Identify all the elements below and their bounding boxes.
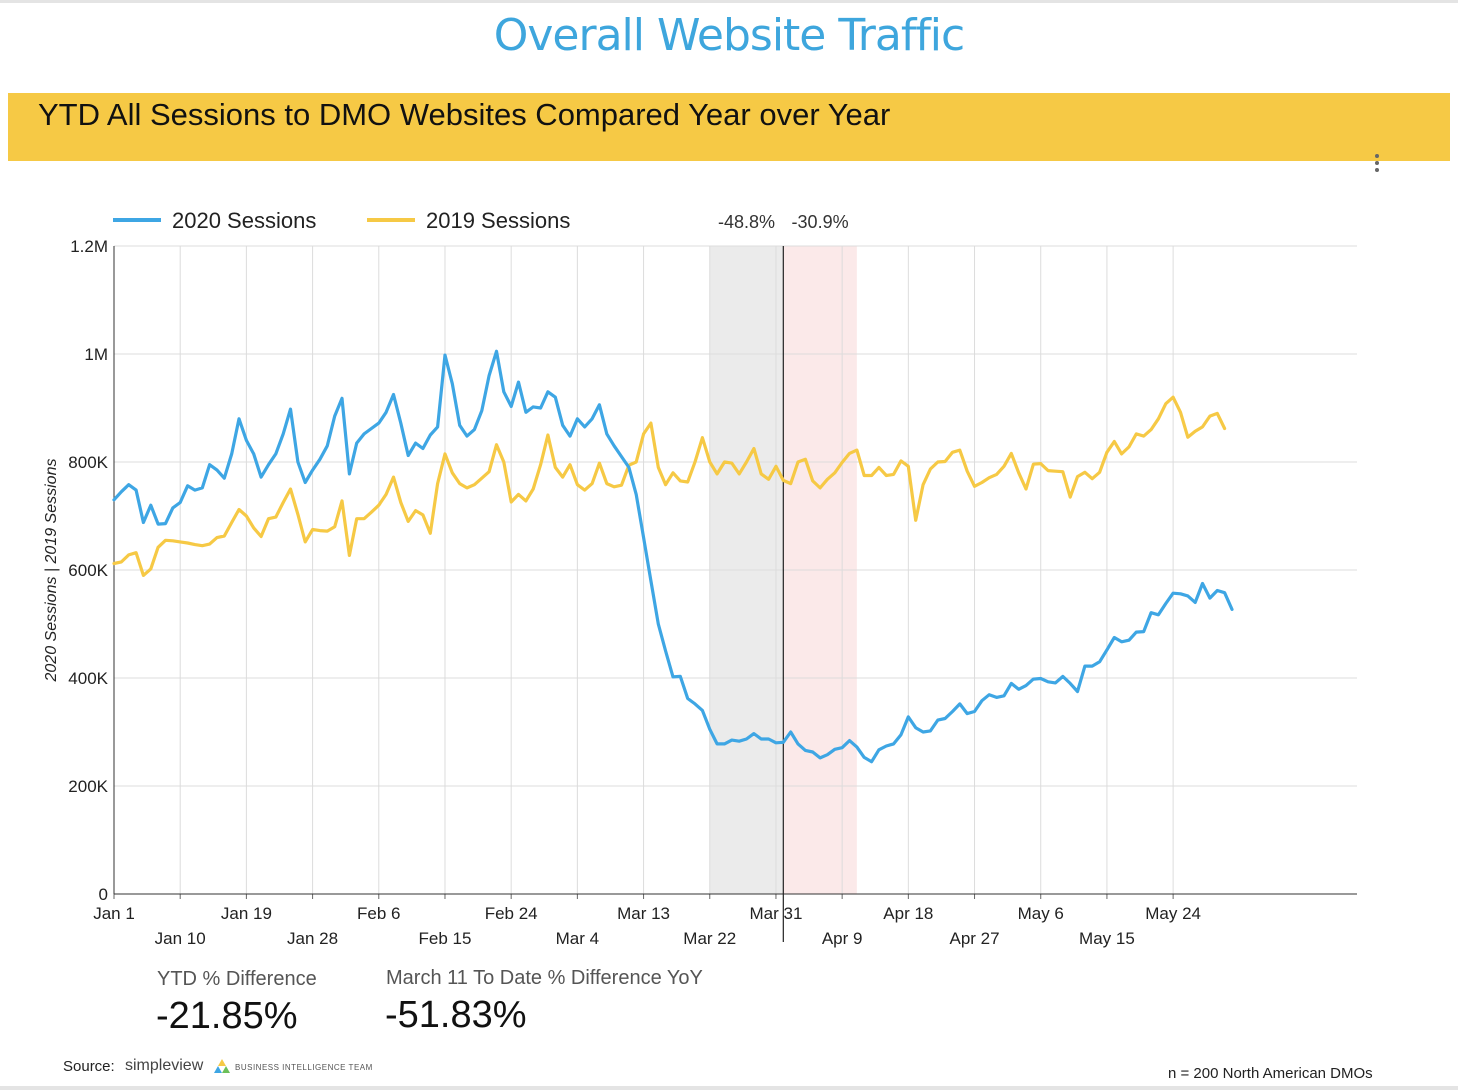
y-tick-label: 0 [99,885,108,904]
y-tick-label: 200K [68,777,108,796]
x-tick-label: Jan 10 [155,929,206,948]
simpleview-logo-icon [214,1059,230,1073]
x-tick-label: Feb 24 [485,904,538,923]
y-tick-label: 400K [68,669,108,688]
x-tick-label: May 15 [1079,929,1135,948]
top-rule [0,0,1458,3]
chart-axes [113,246,1357,942]
y-tick-label: 1M [84,345,108,364]
page-title: Overall Website Traffic [493,10,965,61]
chart-labels: -48.8% -30.9% 0 200K 400K 600K 800K 1M 1.2M Jan 1… [43,212,1201,948]
x-tick-label: Apr 27 [949,929,999,948]
y-tick-label: 1.2M [70,237,108,256]
band-label-1: -48.8% [718,212,775,232]
x-tick-label: Mar 13 [617,904,670,923]
logo-subtitle: BUSINESS INTELLIGENCE TEAM [235,1063,373,1072]
chart-legend: 2020 Sessions 2019 Sessions [113,208,570,233]
bottom-rule [0,1086,1458,1090]
kpi-march-label: March 11 To Date % Difference YoY [386,967,703,989]
x-tick-label: Jan 1 [93,904,135,923]
more-vert-icon[interactable] [1368,152,1386,178]
x-tick-label: Apr 18 [883,904,933,923]
kpi-ytd-label: YTD % Difference [157,968,317,990]
x-tick-label: May 24 [1145,904,1201,923]
x-tick-label: Feb 15 [419,929,472,948]
x-tick-label: May 6 [1018,904,1064,923]
banner-title: YTD All Sessions to DMO Websites Compare… [38,97,891,132]
source-label: Source: [63,1058,115,1075]
x-tick-label: Jan 19 [221,904,272,923]
x-tick-label: Mar 31 [749,904,802,923]
sessions-line-chart: -48.8% -30.9% 0 200K 400K 600K 800K 1M 1.2M Jan 1… [43,208,1357,948]
sample-size-note: n = 200 North American DMOs [1168,1065,1373,1082]
x-tick-label: Mar 4 [556,929,599,948]
y-tick-label: 600K [68,561,108,580]
legend-label-2020: 2020 Sessions [172,208,316,233]
kpi-ytd-value: -21.85% [156,995,298,1037]
y-tick-label: 800K [68,453,108,472]
band-label-2: -30.9% [792,212,849,232]
x-tick-label: Mar 22 [683,929,736,948]
simpleview-logo-text: simpleview [125,1057,204,1074]
x-tick-label: Apr 9 [822,929,863,948]
x-tick-label: Jan 28 [287,929,338,948]
series-line-2019 [112,395,1227,577]
legend-label-2019: 2019 Sessions [426,208,570,233]
chart-header-banner: YTD All Sessions to DMO Websites Compare… [8,93,1450,161]
y-axis-title: 2020 Sessions | 2019 Sessions [43,459,60,683]
series-line-2020 [112,349,1234,764]
x-tick-label: Feb 6 [357,904,400,923]
chart-series [112,349,1234,764]
kpi-march-value: -51.83% [385,994,527,1036]
